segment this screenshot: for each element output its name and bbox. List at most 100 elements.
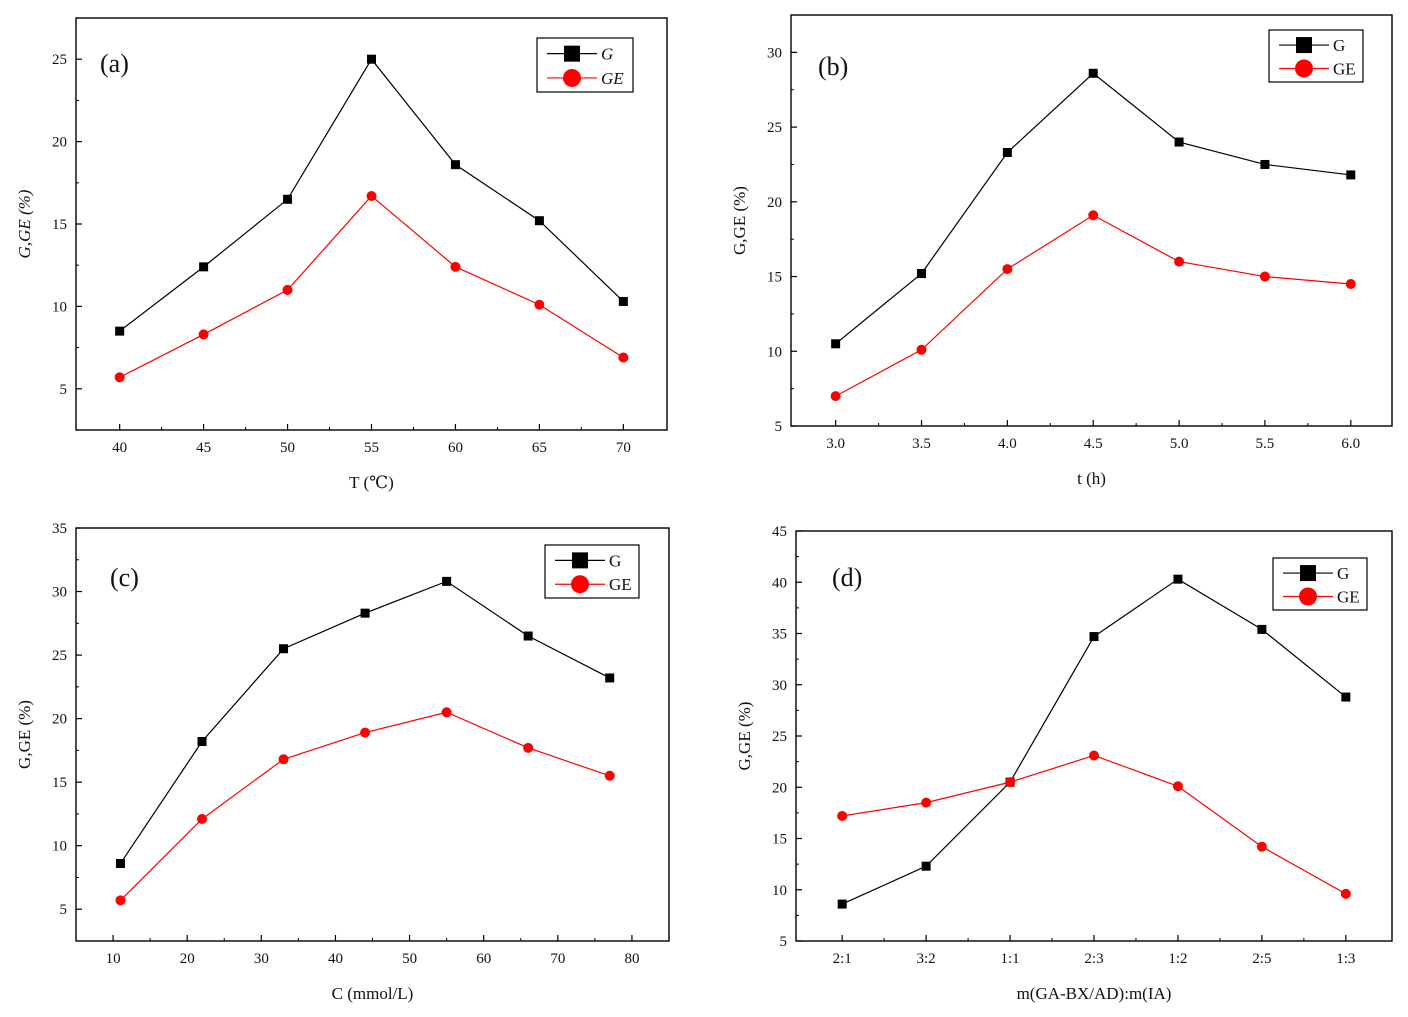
legend-marker-GE — [563, 68, 581, 87]
y-tick-label: 40 — [772, 575, 787, 591]
y-tick-label: 15 — [52, 217, 67, 233]
data-point-GE — [830, 391, 841, 402]
data-point-GE — [837, 810, 848, 821]
series-line-GE — [835, 214, 1351, 397]
legend-marker-G — [1296, 37, 1312, 54]
y-tick-label: 15 — [52, 775, 67, 791]
y-tick-label: 20 — [772, 780, 787, 796]
chart-panel-d: 2:1 3:2 1:1 2:3 1:2 2:5 1:3 5 10 15 20 25 30 35 40 45 m(… — [735, 524, 1393, 1003]
data-point-G — [534, 216, 544, 226]
data-point-G — [450, 160, 460, 170]
series-G — [115, 54, 628, 336]
series-GE — [114, 190, 629, 383]
x-tick-label: 2:5 — [1252, 951, 1271, 967]
legend-label-GE: GE — [609, 575, 632, 594]
y-tick-label: 25 — [772, 729, 787, 745]
x-tick-label: 4.5 — [1084, 436, 1103, 452]
y-tick-label: 25 — [767, 120, 782, 136]
data-point-G — [1346, 170, 1356, 180]
data-point-G — [523, 631, 533, 641]
data-point-GE — [198, 329, 209, 340]
series-GE — [115, 707, 615, 906]
data-point-G — [1002, 147, 1012, 157]
data-point-G — [197, 736, 207, 746]
y-tick-label: 15 — [772, 832, 787, 848]
data-point-GE — [282, 284, 293, 295]
y-tick-label: 30 — [772, 678, 787, 694]
legend-label-G: G — [601, 45, 613, 64]
data-point-G — [1174, 137, 1184, 147]
data-point-GE — [278, 754, 289, 765]
data-point-GE — [921, 797, 932, 808]
y-tick-label: 15 — [767, 270, 782, 286]
panel-label: (c) — [110, 563, 139, 592]
y-tick-label: 30 — [52, 585, 67, 601]
y-tick-label: 25 — [52, 52, 67, 68]
y-tick-label: 10 — [52, 299, 67, 315]
legend-label-G: G — [609, 551, 621, 570]
y-tick-label: 35 — [772, 627, 787, 643]
series-G — [837, 574, 1351, 909]
x-tick-label: 70 — [616, 440, 631, 456]
y-tick-label: 5 — [780, 934, 788, 950]
chart-panel-c: 10 20 30 40 50 60 70 80 5 10 15 20 25 30 35 C (mmol/L) G… — [15, 521, 670, 1003]
legend-marker-GE — [571, 575, 589, 594]
x-tick-label: 2:3 — [1084, 951, 1103, 967]
series-GE — [830, 210, 1356, 402]
y-tick-label: 10 — [767, 344, 782, 360]
data-point-G — [115, 858, 125, 868]
panel-label: (d) — [832, 563, 862, 592]
x-tick-label: 20 — [180, 951, 195, 967]
series-line-G — [119, 580, 610, 864]
series-G — [115, 576, 615, 868]
y-axis-title: G,GE (%) — [15, 189, 34, 258]
x-tick-label: 50 — [280, 440, 295, 456]
legend-marker-GE — [1295, 59, 1313, 78]
panel-label: (b) — [818, 52, 848, 81]
legend-box — [1272, 557, 1368, 611]
y-tick-label: 10 — [52, 839, 67, 855]
data-point-G — [115, 326, 125, 336]
plot-frame — [790, 14, 1393, 427]
legend-marker-GE — [1299, 587, 1317, 606]
series-line-G — [835, 72, 1351, 345]
x-tick-label: 50 — [402, 951, 417, 967]
x-axis-title: T (℃) — [349, 473, 394, 492]
data-point-GE — [450, 261, 461, 272]
data-point-G — [831, 339, 841, 349]
data-point-GE — [1088, 210, 1099, 221]
x-tick-label: 70 — [550, 951, 565, 967]
x-tick-label: 3.5 — [912, 436, 931, 452]
x-axis-title: m(GA-BX/AD):m(IA) — [1017, 984, 1172, 1003]
data-point-GE — [1256, 841, 1267, 852]
series-line-GE — [842, 754, 1347, 895]
data-point-G — [1341, 692, 1351, 702]
legend-marker-G — [564, 45, 580, 62]
y-axis-title: G,GE (%) — [15, 700, 34, 769]
y-tick-label: 45 — [772, 524, 787, 540]
data-point-GE — [1259, 271, 1270, 282]
x-tick-label: 30 — [254, 951, 269, 967]
data-point-G — [1173, 574, 1183, 584]
data-point-G — [279, 644, 289, 654]
x-tick-label: 1:1 — [1000, 951, 1019, 967]
y-tick-label: 25 — [52, 648, 67, 664]
data-point-G — [837, 899, 847, 909]
y-tick-label: 5 — [775, 419, 783, 435]
data-point-G — [605, 673, 615, 683]
legend: G GE — [1268, 29, 1364, 83]
x-tick-label: 4.0 — [998, 436, 1017, 452]
data-point-G — [1088, 68, 1098, 78]
x-tick-label: 10 — [106, 951, 121, 967]
legend-label-GE: GE — [1333, 59, 1356, 78]
data-point-GE — [604, 770, 615, 781]
x-tick-label: 65 — [532, 440, 547, 456]
legend-marker-G — [572, 552, 588, 569]
chart-panel-b: 3.0 3.5 4.0 4.5 5.0 5.5 6.0 5 10 15 20 25 30 t (h) G,G… — [730, 14, 1393, 488]
data-point-GE — [1002, 264, 1013, 275]
data-point-GE — [1172, 781, 1183, 792]
legend: G GE — [536, 37, 634, 93]
chart-panel-a: 40 45 50 55 60 65 70 5 10 15 20 25 T (℃) G,GE (%) (a) G… — [15, 17, 668, 492]
data-point-G — [199, 262, 209, 272]
